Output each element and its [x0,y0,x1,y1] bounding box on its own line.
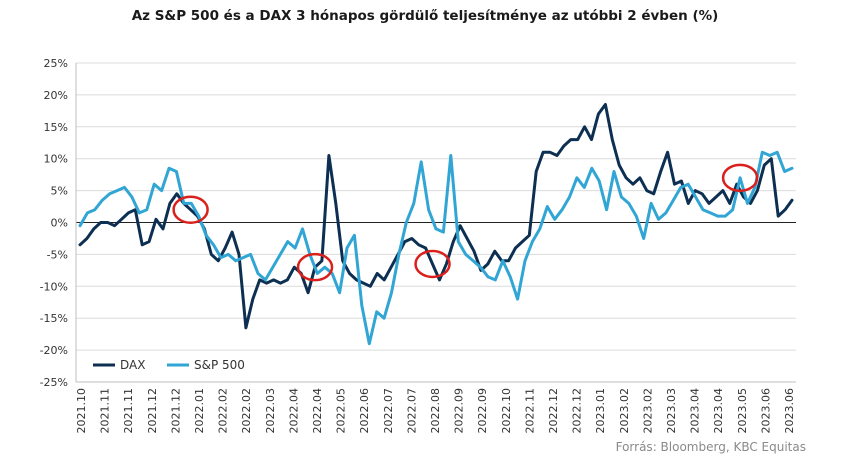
x-tick-label: 2021.12 [146,388,159,434]
x-tick-label: 2021.11 [122,388,135,434]
x-tick-label: 2023.06 [759,388,772,434]
chart-title: Az S&P 500 és a DAX 3 hónapos gördülő te… [131,8,719,24]
x-tick-label: 2021.10 [75,388,88,434]
series-lines [78,103,794,346]
x-tick-label: 2022.07 [405,388,418,434]
x-tick-label: 2023.02 [641,388,654,434]
x-tick-label: 2022.08 [429,388,442,434]
x-tick-label: 2023.05 [736,388,749,434]
y-tick-labels: 25% 20% 15% 10% 5% 0% -5% -10% -15% -20% -25% [40,57,68,389]
x-tick-label: 2023.06 [783,388,796,434]
y-tick-label: 5% [51,185,68,198]
x-tick-label: 2023.01 [594,388,607,434]
legend-label-sp500: S&P 500 [194,358,245,372]
x-tick-label: 2022.12 [547,388,560,434]
x-tick-label: 2021.12 [169,388,182,434]
legend-label-dax: DAX [120,358,145,372]
series-line-dax [78,103,794,330]
x-tick-label: 2022.11 [523,388,536,434]
x-tick-label: 2022.02 [240,388,253,434]
x-tick-label: 2022.01 [193,388,206,434]
y-tick-label: -25% [40,376,68,389]
x-tick-label: 2023.04 [689,388,702,434]
x-tick-label: 2022.03 [264,388,277,434]
y-tick-label: 15% [44,121,68,134]
x-tick-label: 2022.05 [335,388,348,434]
x-tick-label: 2023.02 [618,388,631,434]
x-tick-label: 2023.03 [665,388,678,434]
x-tick-label: 2022.04 [311,388,324,434]
highlight-circle [414,249,451,279]
x-tick-label: 2021.11 [99,388,112,434]
x-tick-label: 2022.04 [287,388,300,434]
source-note: Forrás: Bloomberg, KBC Equitas [615,440,806,454]
highlight-circle [721,163,759,193]
highlight-circles [172,163,759,282]
legend: DAX S&P 500 [93,358,245,372]
x-tick-label: 2023.04 [712,388,725,434]
y-tick-label: 0% [51,217,68,230]
series-line-sp500 [78,150,794,346]
x-tick-label: 2022.09 [476,388,489,434]
y-tick-label: -20% [40,344,68,357]
y-tick-label: 25% [44,57,68,70]
x-tick-label: 2022.02 [217,388,230,434]
y-tick-label: -15% [40,312,68,325]
x-tick-label: 2022.06 [358,388,371,434]
y-tick-label: 10% [44,153,68,166]
x-tick-label: 2022.10 [500,388,513,434]
highlight-circle [172,195,209,224]
y-tick-label: -10% [40,280,68,293]
x-tick-label: 2022.07 [382,388,395,434]
y-tick-label: 20% [44,89,68,102]
y-tick-label: -5% [47,248,68,261]
x-tick-labels: 2021.10 2021.11 2021.11 2021.12 2021.12 2022.… [75,388,796,434]
x-tick-label: 2022.12 [571,388,584,434]
highlight-circle [296,252,334,282]
x-tick-label: 2022.09 [453,388,466,434]
